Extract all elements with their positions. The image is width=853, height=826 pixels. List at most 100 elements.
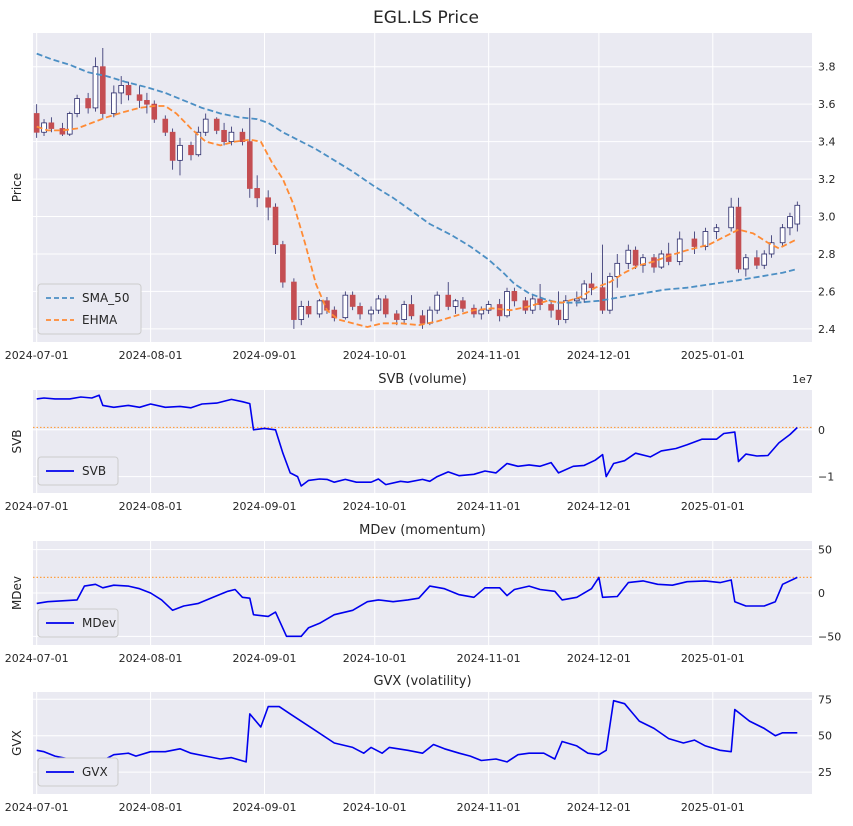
candle-down <box>382 298 389 315</box>
candle-down <box>272 206 279 246</box>
panel-1: 2024-07-01 2024-08-01 2024-09-01 2024-10-01… <box>5 33 836 362</box>
candle-up <box>607 276 613 311</box>
candle-down <box>599 287 606 311</box>
x-tick-label: 2024-11-01 <box>457 801 521 814</box>
y-tick-label: 3.6 <box>818 98 836 111</box>
x-tick-label: 2024-09-01 <box>233 349 297 362</box>
y-tick-label: 3.0 <box>818 211 836 224</box>
x-tick-label: 2024-08-01 <box>119 500 183 513</box>
candle-down <box>162 118 169 133</box>
candle-up <box>728 206 734 229</box>
x-tick-label: 2025-01-01 <box>681 801 745 814</box>
candle-down <box>496 304 503 317</box>
legend-label: EHMA <box>82 313 118 327</box>
candle-down <box>221 129 227 143</box>
candle-down <box>419 315 426 324</box>
y-tick-label: −1 <box>818 471 834 484</box>
x-tick-label: 2025-01-01 <box>681 500 745 513</box>
candle-up <box>452 300 459 307</box>
candle-up <box>368 309 374 315</box>
candle-up <box>504 291 510 317</box>
candle-down <box>59 128 66 135</box>
y-tick-label: 3.2 <box>818 173 836 186</box>
x-tick-label: 2024-09-01 <box>233 652 297 665</box>
x-tick-label: 2024-10-01 <box>343 500 407 513</box>
y-axis-label: Price <box>10 173 24 202</box>
candle-down <box>460 300 466 309</box>
candle-up <box>761 253 768 266</box>
x-tick-label: 2024-12-01 <box>567 652 631 665</box>
plot-content <box>33 394 812 487</box>
y-tick-label: 2.4 <box>818 323 836 336</box>
y-tick-label: 3.8 <box>818 61 836 74</box>
x-tick-label: 2024-09-01 <box>233 500 297 513</box>
candle-down <box>85 98 91 109</box>
legend-box <box>37 456 119 486</box>
y-tick-label: 2.6 <box>818 285 836 298</box>
candle-up <box>563 300 569 320</box>
y-offset-label: 1e7 <box>792 373 813 386</box>
candle-up <box>342 294 349 319</box>
x-tick-label: 2024-10-01 <box>343 801 407 814</box>
plot-content <box>33 47 801 329</box>
candle-down <box>213 118 220 131</box>
candle-down <box>144 100 150 105</box>
candle-down <box>291 281 297 320</box>
candle-up <box>713 227 720 232</box>
candle-down <box>125 85 132 96</box>
y-axis-label: GVX <box>10 730 24 756</box>
candle-down <box>48 122 55 129</box>
candle-down <box>754 257 760 266</box>
panel-2: 2024-07-01 2024-08-01 2024-09-01 2024-10-01… <box>5 372 835 513</box>
x-tick-label: 2024-10-01 <box>343 652 407 665</box>
plot-area <box>33 33 812 342</box>
candle-down <box>691 238 698 247</box>
candle-down <box>151 103 158 120</box>
candle-up <box>427 309 433 324</box>
candle-up <box>228 131 235 143</box>
x-tick-label: 2024-11-01 <box>457 652 521 665</box>
x-tick-label: 2024-08-01 <box>119 652 183 665</box>
candle-up <box>702 231 709 247</box>
legend: SMA_50 EHMA <box>37 283 142 335</box>
candle-up <box>478 309 485 315</box>
legend-label: GVX <box>82 765 108 779</box>
x-tick-label: 2024-11-01 <box>457 349 521 362</box>
x-tick-label: 2025-01-01 <box>681 349 745 362</box>
panel-3: 2024-07-01 2024-08-01 2024-09-01 2024-10-01… <box>5 523 842 665</box>
x-tick-label: 2024-12-01 <box>567 500 631 513</box>
x-tick-label: 2024-09-01 <box>233 801 297 814</box>
legend-box <box>37 608 119 638</box>
candle-up <box>298 306 305 320</box>
candle-down <box>305 306 312 315</box>
candle-down <box>169 131 176 161</box>
candle-up <box>614 262 621 277</box>
candle-up <box>794 204 801 225</box>
candle-up <box>743 257 749 270</box>
plot-content <box>33 576 812 638</box>
candle-down <box>239 131 246 143</box>
candle-up <box>41 122 47 133</box>
panel-title: GVX (volatility) <box>373 674 471 689</box>
legend-label: MDev <box>82 616 116 630</box>
candle-down <box>445 294 452 307</box>
candle-down <box>349 294 356 307</box>
candle-down <box>548 304 554 311</box>
candle-up <box>316 300 323 315</box>
candle-up <box>111 92 117 114</box>
y-tick-label: 50 <box>818 544 832 557</box>
candle-up <box>195 131 202 156</box>
candle-down <box>632 249 639 266</box>
candle-up <box>485 304 492 311</box>
candle-up <box>434 294 440 311</box>
candle-up <box>768 242 775 255</box>
x-tick-label: 2024-11-01 <box>457 500 521 513</box>
candle-up <box>581 283 587 300</box>
x-tick-label: 2024-12-01 <box>567 349 631 362</box>
candle-up <box>658 253 665 268</box>
candle-down <box>393 313 400 320</box>
candle-down <box>735 206 742 270</box>
y-axis-label: MDev <box>10 576 24 610</box>
candle-up <box>787 216 793 229</box>
candle-down <box>408 304 415 317</box>
